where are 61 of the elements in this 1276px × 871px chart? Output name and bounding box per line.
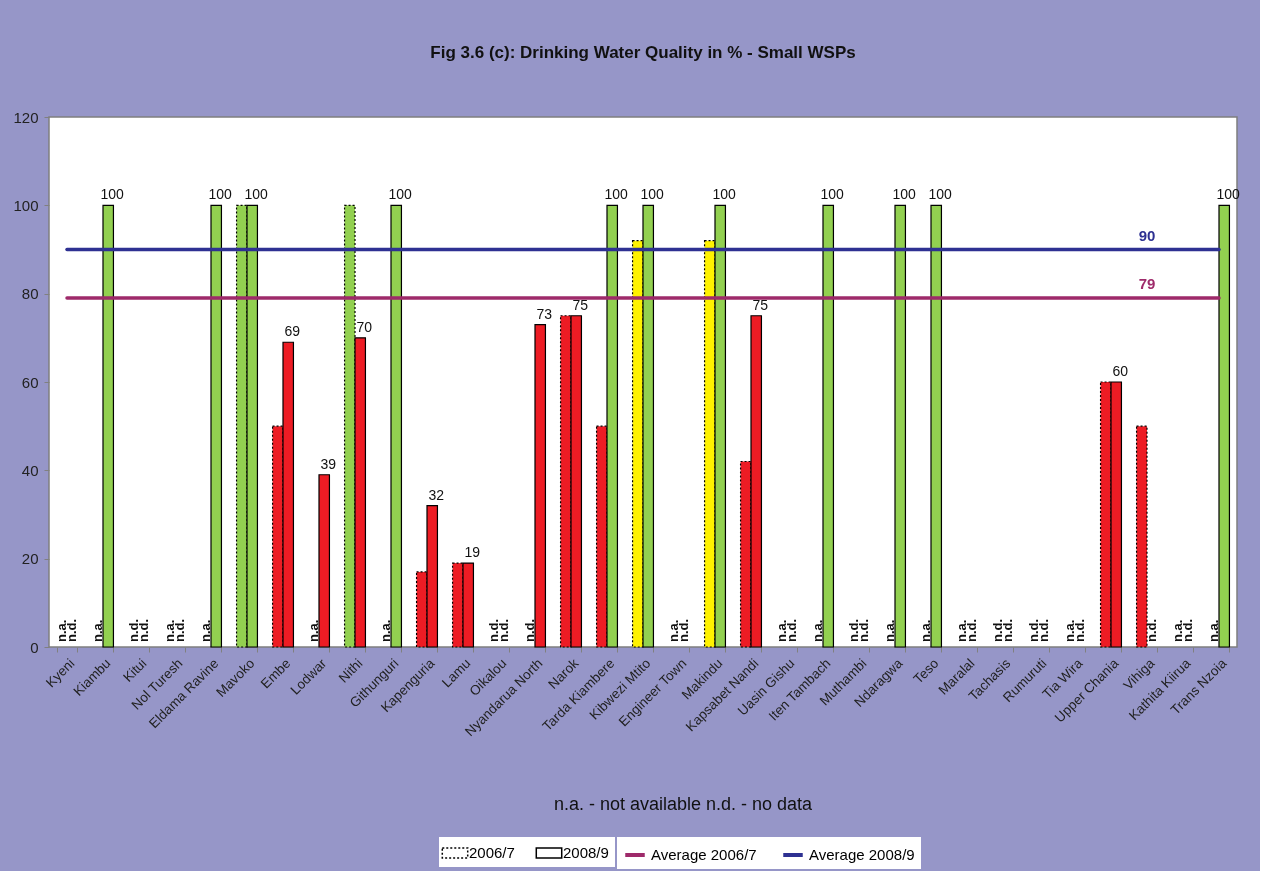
data-label: 100 [388, 186, 413, 203]
y-tick-label: 60 [21, 373, 39, 391]
data-label: 100 [712, 186, 737, 203]
text: n.a. - not available n.d. - no data [553, 794, 814, 814]
data-label: 79 [1138, 275, 1156, 293]
data-label: 60 [1112, 363, 1129, 379]
legend-label: Average 2006/7 [651, 846, 757, 863]
data-label: 69 [284, 323, 301, 340]
data-label: 100 [100, 186, 125, 203]
data-label: 100 [640, 186, 665, 203]
data-label: 100 [820, 186, 845, 203]
legend-label: 2006/7 [469, 844, 515, 861]
text: n.d. [1180, 618, 1196, 642]
data-label: 73 [536, 305, 553, 322]
text: n.d. [964, 618, 980, 642]
data-label: 100 [604, 186, 629, 203]
data-label: 100 [244, 186, 269, 203]
text: n.d. [676, 618, 692, 642]
data-label: 100 [1216, 186, 1241, 203]
legend-label: 2008/9 [563, 844, 609, 861]
y-tick-label: 40 [21, 461, 39, 479]
text: n.a. [917, 619, 933, 642]
bar [894, 204, 907, 648]
y-tick-label: 20 [21, 550, 39, 568]
text: n.d. [172, 618, 188, 642]
data-label: 100 [928, 186, 953, 203]
text: n.a. [197, 619, 213, 642]
text: n.d. [1144, 618, 1160, 642]
text: n.a. [89, 619, 105, 642]
text: n.a. [1205, 619, 1221, 642]
data-label: 75 [752, 296, 769, 313]
y-tick-label: 80 [21, 285, 39, 303]
chart-title: Fig 3.6 (c): Drinking Water Quality in % - Small WSPs [430, 43, 856, 62]
bar [210, 204, 223, 648]
legend-label: Average 2008/9 [809, 846, 915, 863]
data-label: 90 [1138, 226, 1156, 244]
bar [1135, 425, 1148, 648]
text: n.a. [809, 619, 825, 642]
text: n.d. [784, 618, 800, 642]
data-label: 39 [320, 455, 337, 472]
y-tick-label: 100 [13, 196, 39, 214]
y-tick-label: 0 [30, 638, 39, 656]
text: n.a. [377, 619, 393, 642]
data-label: 100 [208, 186, 233, 203]
text: n.d. [64, 618, 80, 642]
x-tick-label: Teso [910, 655, 942, 687]
data-label: 70 [356, 318, 373, 335]
data-label: 75 [572, 296, 589, 313]
text: n.a. [881, 619, 897, 642]
text: n.d. [521, 618, 537, 642]
text: n.d. [1072, 618, 1088, 642]
data-label: 32 [428, 486, 445, 503]
data-label: 19 [464, 544, 481, 561]
data-label: 100 [892, 186, 917, 203]
text: n.a. [305, 619, 321, 642]
bar [390, 204, 403, 648]
y-tick-label: 120 [13, 108, 39, 126]
bar [102, 204, 115, 648]
bar [1218, 204, 1231, 648]
bar [822, 204, 835, 648]
bar [930, 204, 943, 648]
